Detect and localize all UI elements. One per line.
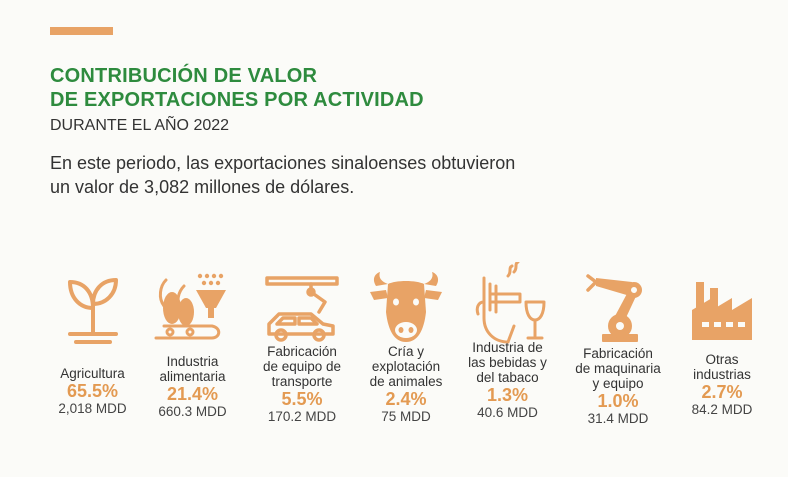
activity-label-line: Industria — [166, 354, 219, 369]
activity-value: 75 MDD — [381, 409, 431, 424]
activity-label-line: de maquinaria — [575, 361, 661, 376]
car-assembly-icon — [265, 276, 339, 342]
activity-label: Fabricación de equipo de transporte — [247, 344, 357, 389]
activity-percent: 21.4% — [166, 384, 219, 404]
activity-label-line: Agricultura — [60, 366, 125, 381]
activity-value: 170.2 MDD — [267, 409, 337, 424]
activity-industria-alimentaria: Industria alimentaria 21.4% 660.3 MDD — [140, 268, 245, 420]
activity-label: Otras industrias — [672, 352, 772, 382]
accent-bar — [50, 27, 113, 35]
activity-label-line: Otras — [705, 352, 739, 367]
activity-bebidas-tabaco: Industria de las bebidas y del tabaco 1.… — [455, 262, 560, 421]
activity-label-line: Industria de — [472, 340, 543, 355]
activity-label-line: de animales — [369, 374, 443, 389]
activity-label-line: y equipo — [592, 376, 644, 391]
activity-value: 660.3 MDD — [158, 404, 227, 419]
activity-label-line: alimentaria — [159, 369, 226, 384]
activity-label-line: explotación — [371, 359, 441, 374]
activity-label-line: Fabricación — [583, 346, 653, 361]
activity-label-line: de equipo de — [262, 359, 342, 374]
activity-value: 31.4 MDD — [587, 411, 649, 426]
activity-percent: 5.5% — [281, 389, 323, 409]
activity-label-line: del tabaco — [476, 370, 539, 385]
activity-label: Agricultura — [40, 366, 145, 381]
plant-sprout-icon — [67, 278, 118, 344]
activity-label: Fabricación de maquinaria y equipo — [563, 346, 673, 391]
activity-percent: 1.3% — [486, 385, 529, 405]
activity-otras-industrias: Otras industrias 2.7% 84.2 MDD — [672, 268, 772, 418]
activity-label: Industria alimentaria — [140, 354, 245, 384]
beverage-tobacco-icon — [475, 262, 545, 344]
activity-percent: 2.4% — [385, 389, 427, 409]
food-processing-icon — [154, 273, 226, 340]
activity-label-line: las bebidas y — [468, 355, 547, 370]
intro-text: En este periodo, las exportaciones sinal… — [50, 151, 515, 199]
intro-line-2: un valor de 3,082 millones de dólares. — [50, 177, 355, 197]
activity-agricultura: Agricultura 65.5% 2,018 MDD — [40, 268, 145, 417]
activity-percent: 1.0% — [597, 391, 639, 411]
activity-value: 40.6 MDD — [477, 405, 538, 420]
activity-percent: 2.7% — [701, 382, 743, 402]
title-line-2: DE EXPORTACIONES POR ACTIVIDAD — [50, 89, 424, 111]
activity-cria-animales: Cría y explotación de animales 2.4% 75 M… — [356, 268, 456, 425]
title-line-1: CONTRIBUCIÓN DE VALOR — [50, 65, 318, 87]
activity-label-line: Cría y — [387, 344, 424, 359]
factory-icon — [692, 282, 752, 340]
activity-label: Industria de las bebidas y del tabaco — [455, 340, 560, 385]
page-subtitle: DURANTE EL AÑO 2022 — [50, 117, 230, 134]
activity-label: Cría y explotación de animales — [356, 344, 456, 389]
robotic-arm-icon — [586, 274, 642, 342]
activity-value: 84.2 MDD — [691, 402, 753, 417]
activity-value: 2,018 MDD — [58, 401, 127, 416]
page-title: CONTRIBUCIÓN DE VALOR DE EXPORTACIONES P… — [50, 64, 424, 112]
activity-maquinaria-equipo: Fabricación de maquinaria y equipo 1.0% … — [563, 268, 673, 427]
activity-label-line: Fabricación — [267, 344, 337, 359]
activity-percent: 65.5% — [66, 381, 119, 401]
cow-head-icon — [370, 272, 442, 342]
activity-label-line: transporte — [271, 374, 333, 389]
activity-equipo-transporte: Fabricación de equipo de transporte 5.5%… — [247, 268, 357, 425]
activity-label-line: industrias — [693, 367, 751, 382]
intro-line-1: En este periodo, las exportaciones sinal… — [50, 153, 516, 173]
